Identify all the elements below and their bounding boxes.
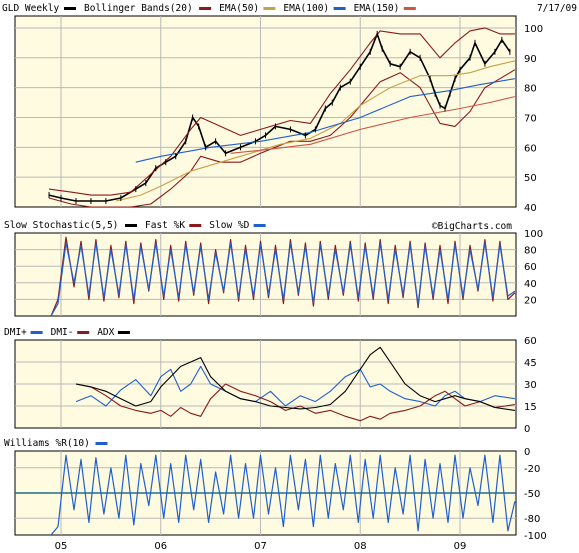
legend-label: EMA(150): [354, 3, 400, 14]
y-tick-label: 70: [524, 113, 537, 124]
legend-label: EMA(50): [219, 3, 259, 14]
y-tick-label: 60: [524, 336, 537, 347]
y-tick-label: -50: [524, 489, 540, 500]
series-line-adx: [75, 346, 515, 411]
y-tick-label: 20: [524, 295, 537, 306]
legend-label: Williams %R(10): [4, 438, 90, 449]
series-line-williams-r-10-: [50, 454, 516, 535]
y-tick-label: -80: [524, 514, 540, 525]
y-tick-label: 100: [524, 24, 543, 35]
series-line-ema-150-: [230, 96, 516, 154]
series-line-slow-d: [50, 242, 516, 316]
legend-swatch: [333, 7, 346, 10]
legend-swatch: [125, 224, 137, 227]
y-tick-label: 30: [524, 380, 537, 391]
series-line-dmi-: [75, 365, 515, 407]
legend-swatch: [253, 224, 266, 227]
y-tick-label: 0: [524, 424, 530, 435]
legend-swatch: [30, 331, 43, 334]
y-tick-label: 0: [524, 447, 530, 458]
legend-swatch: [199, 7, 212, 10]
legend-label: DMI+: [4, 327, 27, 338]
legend-label: Slow Stochastic(5,5): [4, 220, 118, 231]
x-tick-label: 06: [154, 541, 167, 552]
series-line-ema-50-: [115, 60, 516, 202]
legend-swatch: [77, 331, 90, 334]
legend-swatch: [95, 442, 108, 445]
x-tick-label: 05: [55, 541, 68, 552]
chart-date: 7/17/09: [537, 3, 577, 14]
x-tick-label: 08: [354, 541, 367, 552]
y-tick-label: 15: [524, 402, 537, 413]
y-tick-label: 100: [524, 229, 543, 240]
legend-swatch: [64, 7, 76, 10]
y-tick-label: 80: [524, 84, 537, 95]
legend-label: ADX: [97, 327, 114, 338]
series-line-ema-100-: [135, 78, 515, 163]
panel-0-plot-area: [14, 15, 517, 208]
y-tick-label: 60: [524, 262, 537, 273]
legend-label: Fast %K: [145, 220, 185, 231]
legend-label: DMI-: [51, 327, 74, 338]
legend-swatch: [403, 7, 416, 10]
legend-label: Slow %D: [209, 220, 249, 231]
y-tick-label: -100: [524, 531, 547, 542]
legend-swatch: [189, 224, 202, 227]
series-line-bollinger-upper: [48, 27, 515, 196]
y-tick-label: 50: [524, 173, 537, 184]
y-tick-label: 40: [524, 279, 537, 290]
y-tick-label: 40: [524, 203, 537, 214]
y-tick-label: -20: [524, 464, 540, 475]
legend-swatch: [263, 7, 276, 10]
watermark: ©BigCharts.com: [432, 221, 512, 232]
x-tick-label: 07: [254, 541, 267, 552]
legend-label: EMA(100): [283, 3, 329, 14]
series-line-bollinger-lower: [48, 69, 516, 207]
y-tick-label: 45: [524, 358, 537, 369]
y-tick-label: 90: [524, 54, 537, 65]
legend-swatch: [117, 331, 130, 334]
legend-label: GLD Weekly: [2, 3, 59, 14]
legend-label: Bollinger Bands(20): [84, 3, 193, 14]
y-tick-label: 60: [524, 143, 537, 154]
x-tick-label: 09: [454, 541, 467, 552]
y-tick-label: 80: [524, 246, 537, 257]
